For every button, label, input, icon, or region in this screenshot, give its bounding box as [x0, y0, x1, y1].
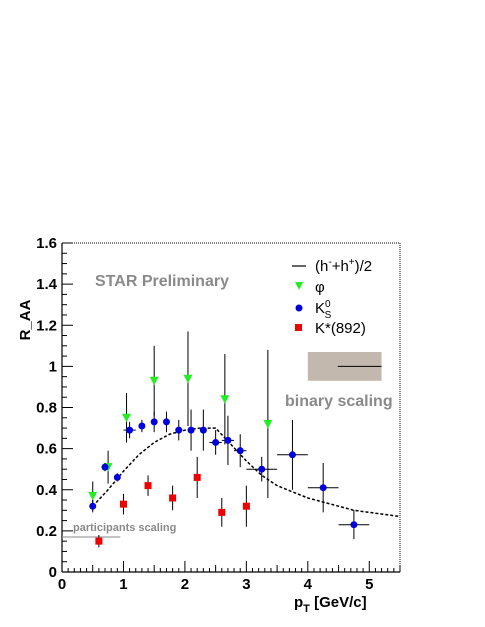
kstar-point: [144, 482, 152, 490]
k0s-point: [138, 422, 146, 430]
y-tick-label: 1.6: [36, 235, 57, 252]
k0s-point: [258, 465, 266, 473]
legend-label-hadrons: (h-+h+)/2: [315, 257, 372, 275]
legend-square-marker: [295, 324, 302, 331]
k0s-point: [350, 521, 358, 529]
legend-label-kstar: K*(892): [315, 320, 366, 337]
y-tick-label: 0.8: [36, 400, 57, 417]
hadron-curve-layer: [92, 427, 401, 518]
k0s-point: [187, 426, 195, 434]
data-points-layer: [88, 331, 370, 548]
k0s-point: [101, 463, 109, 471]
kstar-point: [242, 502, 250, 510]
y-tick-label: 0.2: [36, 523, 57, 540]
y-tick-label: 0: [49, 564, 57, 581]
kstar-point: [95, 537, 103, 545]
k0s-point: [212, 438, 220, 446]
phi-point: [220, 395, 230, 404]
x-axis-title: pT [GeV/c]: [294, 594, 367, 615]
k0s-point: [199, 426, 207, 434]
k0s-point: [89, 502, 97, 510]
y-tick-label: 1.4: [36, 276, 58, 293]
k0s-point: [175, 426, 183, 434]
k0s-point: [319, 484, 327, 492]
phi-point: [88, 491, 98, 501]
kstar-point: [169, 494, 177, 502]
phi-point: [263, 419, 273, 429]
x-tick-label: 3: [242, 576, 250, 593]
k0s-point: [288, 451, 296, 459]
axes: 0 1 2 3 4 5 0 0.2 0.4 0.6 0.8 1 1.2 1.4 1.6: [36, 235, 401, 593]
legend-circle-marker: [295, 304, 303, 312]
legend-label-k0s: K0 S: [315, 299, 332, 321]
k0s-point: [113, 473, 121, 481]
x-tick-label: 4: [304, 576, 313, 593]
k0s-point: [162, 418, 170, 426]
kstar-point: [193, 473, 201, 481]
legend-label-phi: φ: [315, 279, 325, 296]
k0s-point: [126, 426, 134, 434]
kstar-point: [218, 508, 226, 516]
x-tick-label: 1: [119, 576, 127, 593]
phi-point: [122, 413, 132, 423]
y-axis-title: R_AA: [17, 299, 34, 340]
phi-point: [183, 374, 193, 384]
y-tick-label: 1: [49, 358, 57, 375]
legend-triangle-marker: [295, 282, 303, 290]
k0s-point: [150, 418, 158, 426]
scaling-bands: [62, 351, 382, 538]
x-tick-label: 5: [365, 576, 373, 593]
x-tick-label: 2: [181, 576, 189, 593]
binary-scaling-label: binary scaling: [285, 393, 393, 410]
participants-scaling-label: participants scaling: [73, 522, 176, 534]
kstar-point: [119, 500, 127, 508]
x-tick-label: 0: [58, 576, 66, 593]
y-tick-label: 0.4: [36, 482, 58, 499]
y-tick-label: 1.2: [36, 317, 57, 334]
y-tick-label: 0.6: [36, 441, 57, 458]
k0s-point: [224, 436, 232, 444]
legend: (h-+h+)/2 φ K0 S K*(892): [292, 257, 372, 337]
k0s-point: [236, 447, 244, 455]
phi-point: [149, 376, 159, 386]
star-preliminary-label: STAR Preliminary: [95, 273, 229, 290]
hadron-ratio-curve: [92, 427, 401, 518]
